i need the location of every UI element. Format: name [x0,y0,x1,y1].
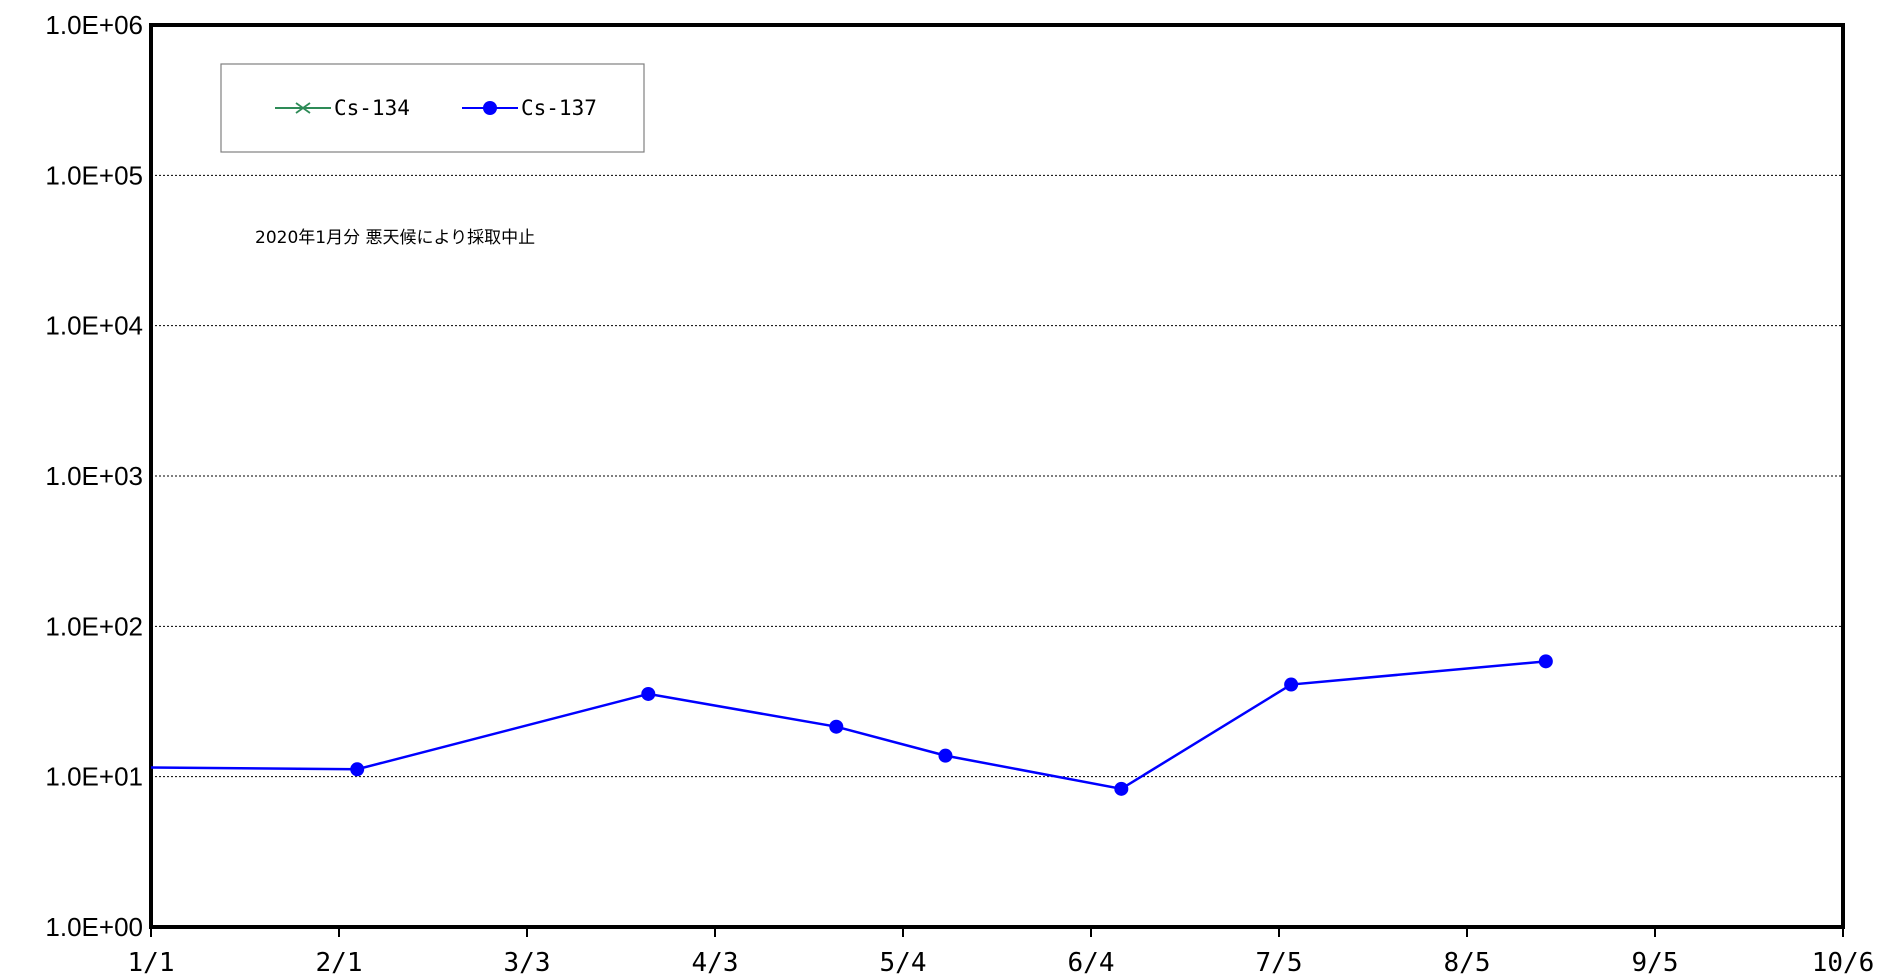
data-point [1284,677,1299,692]
y-tick-label: 1.0E+05 [45,160,143,190]
series-layer [150,654,1553,796]
y-tick-label: 1.0E+00 [45,912,143,942]
x-tick-label: 8/5 [1444,948,1491,977]
legend-label: Cs-137 [521,96,597,120]
annotation-text: 2020年1月分 悪天候により採取中止 [255,228,535,248]
x-tick-label: 3/3 [504,948,551,977]
series-line [150,660,1546,791]
x-tick-label: 7/5 [1256,948,1303,977]
x-tick-label: 1/1 [128,948,175,977]
data-point [350,762,365,777]
y-tick-label: 1.0E+01 [45,762,143,792]
data-point [1114,781,1129,796]
legend-marker-circle [483,101,497,115]
data-point [641,686,656,701]
y-tick-label: 1.0E+03 [45,461,143,491]
grid-lines [151,174,1843,778]
legend-item-cs-134: Cs-134 [275,96,410,120]
data-point [829,719,844,734]
data-point [938,748,953,763]
data-point [1538,654,1553,669]
x-tick-label: 2/1 [316,948,363,977]
y-tick-labels: 1.0E+00 1.0E+01 1.0E+02 1.0E+03 1.0E+04 1.0E+… [45,10,143,942]
legend: Cs-134 Cs-137 [220,63,645,153]
series-cs-137 [150,654,1553,796]
plot-frame [149,23,1845,929]
y-tick-label: 1.0E+02 [45,611,143,641]
legend-marker-x [295,102,311,114]
y-tick-label: 1.0E+06 [45,10,143,40]
x-tick-labels: 1/1 2/1 3/3 4/3 5/4 6/4 7/5 8/5 9/5 10/6 [128,948,1875,977]
x-tick-label: 6/4 [1068,948,1115,977]
x-tick-label: 10/6 [1812,948,1875,977]
legend-items: Cs-134 Cs-137 [275,96,597,120]
legend-item-cs-137: Cs-137 [462,96,597,120]
legend-label: Cs-134 [334,96,410,120]
x-tick-label: 4/3 [692,948,739,977]
x-tick-label: 5/4 [880,948,927,977]
x-tick-label: 9/5 [1632,948,1679,977]
y-tick-label: 1.0E+04 [45,311,143,341]
